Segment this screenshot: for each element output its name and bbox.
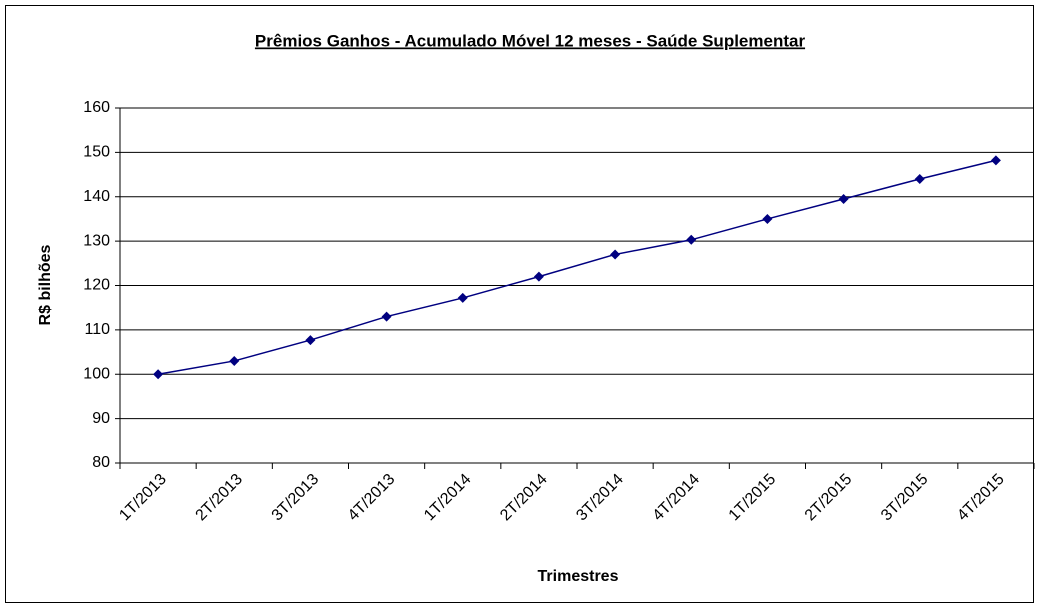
data-point — [610, 249, 621, 260]
y-tick-label: 160 — [83, 99, 110, 116]
chart-border — [5, 5, 1034, 603]
data-point — [381, 311, 392, 322]
chart-title: Prêmios Ganhos - Acumulado Móvel 12 mese… — [255, 31, 806, 50]
data-point — [153, 369, 164, 380]
y-tick-label: 140 — [83, 188, 110, 205]
y-axis-title: R$ bilhões — [37, 244, 54, 325]
y-tick-label: 100 — [83, 365, 110, 382]
y-tick-label: 80 — [92, 454, 110, 471]
data-point — [229, 355, 240, 366]
data-point — [533, 271, 544, 282]
x-axis-title: Trimestres — [538, 568, 619, 585]
series-line — [157, 159, 997, 375]
y-tick-label: 150 — [83, 144, 110, 161]
data-point — [990, 155, 1001, 166]
data-point — [838, 193, 849, 204]
y-tick-label: 90 — [92, 410, 110, 427]
y-tick-label: 130 — [83, 232, 110, 249]
y-tick-label: 110 — [84, 321, 110, 338]
data-point — [762, 213, 773, 224]
data-point — [686, 234, 697, 245]
y-tick-label: 120 — [83, 277, 110, 294]
data-point — [305, 335, 316, 346]
data-point — [457, 292, 468, 303]
data-point — [914, 174, 925, 184]
